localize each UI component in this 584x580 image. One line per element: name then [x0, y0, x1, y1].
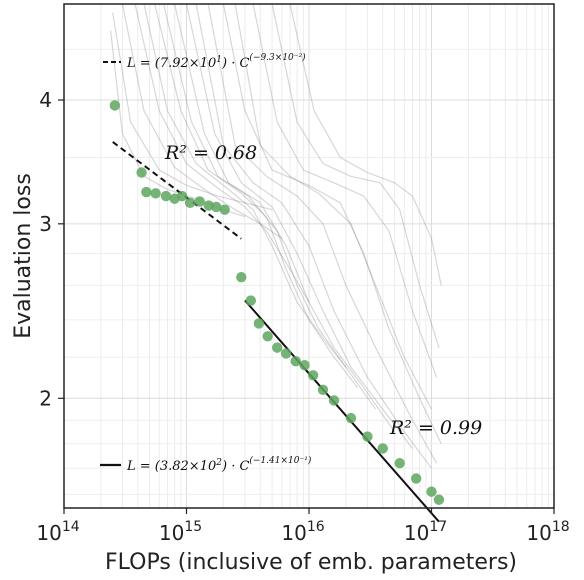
training-curve-11: [207, 3, 438, 464]
frontier-point: [426, 486, 437, 497]
frontier-point: [219, 204, 230, 215]
frontier-point: [299, 359, 310, 371]
frontier-point: [410, 473, 422, 484]
legend-label-2: L = (3.82×102) · C(−1.41×10⁻¹): [126, 455, 312, 474]
fit-lines: [112, 141, 440, 523]
training-curve-4: [134, 3, 310, 303]
training-curve-10: [195, 3, 432, 469]
x-tick-label: 1015: [159, 519, 202, 545]
frontier-point: [271, 342, 283, 353]
frontier-point: [317, 384, 329, 395]
frontier-point: [280, 348, 292, 359]
y-tick-label: 2: [39, 386, 52, 410]
training-curve-12: [222, 3, 442, 444]
frontier-point: [245, 295, 257, 306]
frontier-point: [160, 190, 172, 202]
training-curve-16: [289, 3, 442, 286]
x-tick-label: 1017: [404, 519, 447, 545]
frontier-point: [345, 412, 357, 424]
frontier-point: [328, 395, 340, 406]
x-tick-label: 1014: [36, 519, 79, 545]
training-curve-7: [163, 3, 377, 410]
frontier-point: [150, 188, 161, 199]
frontier-point: [109, 100, 121, 111]
frontier-point: [176, 190, 188, 202]
frontier-point: [433, 494, 445, 505]
frontier-point: [136, 167, 147, 178]
fit-line-2: [244, 299, 440, 523]
frontier-point: [141, 186, 152, 198]
training-curve-9: [185, 3, 413, 449]
training-curve-3: [121, 3, 283, 239]
y-axis-label: Evaluation loss: [11, 173, 36, 339]
training-curve-14: [252, 3, 438, 378]
training-curve-8: [174, 3, 396, 433]
grid: [63, 3, 554, 508]
y-tick-label: 4: [39, 88, 52, 112]
x-tick-label: 1018: [526, 519, 569, 545]
training-curve-6: [154, 3, 359, 389]
frontier-point: [290, 356, 301, 367]
y-tick-label: 3: [39, 212, 52, 236]
frontier-point: [211, 201, 222, 213]
frontier-points: [109, 100, 445, 505]
training-curve-2: [112, 12, 273, 211]
fit-line-1: [112, 141, 242, 240]
x-axis-label: FLOPs (inclusive of emb. parameters): [105, 550, 517, 575]
r2-label-2: R² = 0.99: [389, 417, 482, 439]
frontier-point: [236, 272, 247, 283]
frontier-point: [377, 443, 388, 454]
training-curves: [110, 3, 442, 469]
frontier-point: [253, 318, 265, 329]
frontier-point: [184, 197, 196, 209]
frontier-point: [262, 331, 273, 342]
frontier-point: [194, 196, 205, 207]
frontier-point: [362, 431, 373, 442]
training-curve-5: [143, 3, 347, 368]
r2-label-1: R² = 0.68: [164, 142, 257, 164]
x-tick-label: 1016: [281, 519, 324, 545]
legend-label-1: L = (7.92×101) · C(−9.3×10⁻²): [126, 52, 306, 71]
frontier-point: [307, 370, 319, 381]
training-curve-15: [271, 3, 440, 348]
training-curve-13: [234, 3, 433, 410]
axis-ticks: 1014 1015 1016 1017 1018 2 3 4: [36, 88, 569, 545]
frontier-point: [394, 458, 405, 469]
